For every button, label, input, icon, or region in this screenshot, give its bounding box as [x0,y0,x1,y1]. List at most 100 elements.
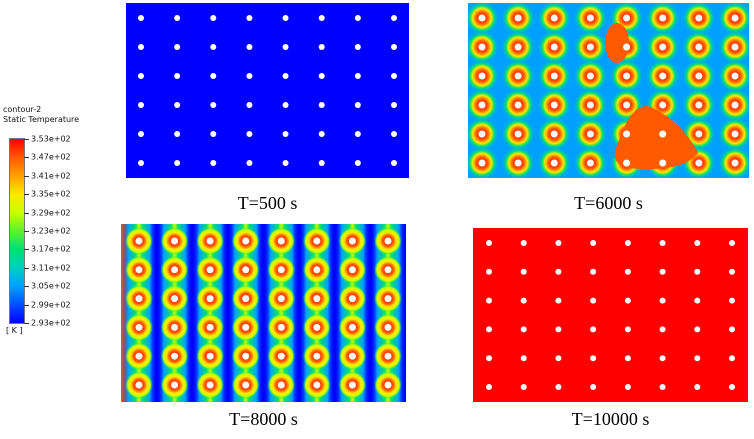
tube-marker [282,131,289,137]
tube-marker [318,15,325,21]
tube-marker [348,381,356,389]
tube-marker [624,240,631,246]
colorbar-tick-label: 3.41e+02 [31,171,71,181]
tube-marker [624,355,631,362]
tube-marker [486,240,492,246]
tube-marker [624,268,631,275]
tube-marker [555,268,562,275]
tube-marker [277,352,285,360]
tube-marker [731,159,739,167]
tube-marker [282,44,289,50]
tube-marker [729,297,735,304]
tube-marker [695,101,703,109]
tube-marker [550,72,558,80]
tube-marker [586,101,594,109]
tube-marker [282,160,289,166]
tube-marker [348,323,356,331]
tube-marker [520,384,527,390]
tube-marker [384,323,392,331]
colorbar-tick-label: 2.99e+02 [31,300,71,310]
tube-marker [550,159,558,167]
tube-marker [135,381,143,389]
tube-marker [354,73,361,79]
tube-marker [550,101,558,109]
tube-marker [486,326,492,333]
tube-marker [138,73,144,79]
tube-marker [586,130,594,138]
tube-marker [695,72,703,80]
colorbar-tick [24,286,29,288]
tube-marker [384,352,392,360]
tube-marker [514,159,522,167]
tube-marker [478,130,486,138]
colorbar-tick-label: 3.35e+02 [31,189,71,199]
tube-marker [206,295,214,303]
tube-marker [729,384,735,390]
field-background [473,228,748,402]
tube-marker [555,355,562,362]
tube-marker [731,43,739,51]
tube-marker [729,268,735,275]
tube-marker [282,102,289,108]
temperature-field-t10000 [473,228,748,402]
tube-marker [210,102,217,108]
panel-t8000 [121,224,406,402]
tube-marker [171,381,179,389]
tube-marker [174,131,181,137]
tube-marker [354,160,361,166]
temperature-field-t8000 [121,224,406,402]
tube-marker [135,237,143,245]
tube-marker [318,131,325,137]
tube-marker [318,102,325,108]
tube-marker [391,44,397,50]
tube-marker [246,102,253,108]
tube-marker [555,297,562,304]
caption-t500: T=500 s [237,193,298,213]
tube-marker [623,159,631,167]
tube-marker [514,43,522,51]
tube-marker [318,160,325,166]
tube-marker [695,159,703,167]
tube-marker [206,266,214,274]
tube-marker [210,131,217,137]
colorbar-tick-label: 3.11e+02 [31,263,71,273]
tube-marker [171,352,179,360]
tube-marker [729,326,735,333]
tube-marker [586,159,594,167]
tube-marker [695,130,703,138]
caption-t10000: T=10000 s [571,409,650,429]
colorbar-tick [24,267,29,269]
tube-marker [694,268,701,275]
tube-marker [313,381,321,389]
tube-marker [318,73,325,79]
colorbar-tick-label: 3.05e+02 [31,281,71,291]
legend-quantity: Static Temperature [3,115,80,124]
tube-marker [391,73,397,79]
tube-marker [590,240,597,246]
colorbar-tick [24,231,29,232]
tube-marker [486,355,492,362]
tube-marker [354,102,361,108]
tube-marker [242,323,250,331]
colorbar-tick [24,304,29,306]
tube-marker [659,43,667,51]
tube-marker [590,355,597,362]
tube-marker [242,266,250,274]
tube-marker [550,43,558,51]
tube-marker [246,73,253,79]
tube-marker [478,72,486,80]
tube-marker [138,44,144,50]
tube-marker [586,14,594,22]
tube-marker [659,130,667,138]
tube-marker [659,240,666,246]
tube-marker [135,352,143,360]
tube-marker [282,15,289,21]
panel-t10000 [473,228,748,402]
tube-marker [171,323,179,331]
tube-marker [729,355,735,362]
tube-marker [486,384,492,390]
tube-marker [174,102,181,108]
colorbar-tick [24,323,29,324]
tube-marker [623,43,631,51]
tube-marker [550,130,558,138]
